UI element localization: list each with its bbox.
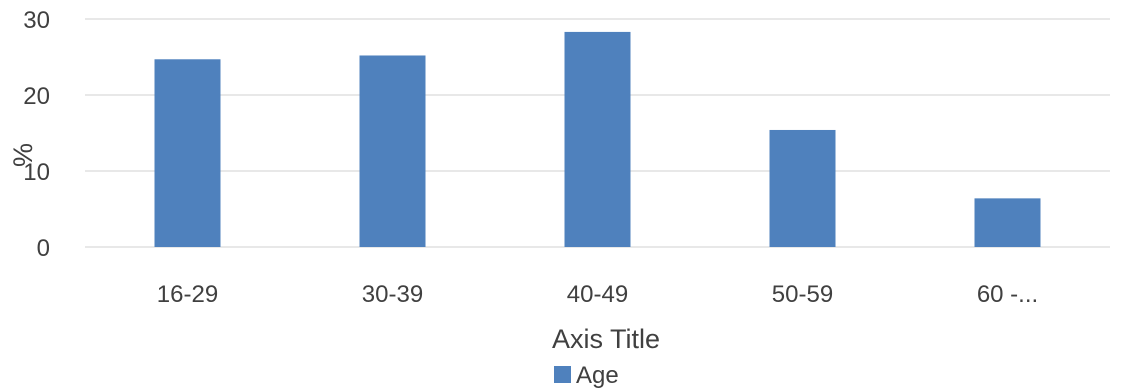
bars [154,31,1041,248]
x-tick-label: 40-49 [567,281,628,308]
x-axis-title: Axis Title [552,324,660,354]
bar-16-29 [154,59,221,247]
y-tick-label: 0 [37,235,50,262]
x-tick-label: 16-29 [157,281,218,308]
y-axis-title: % [8,143,38,167]
y-tick-label: 10 [23,159,50,186]
x-tick-label: 30-39 [362,281,423,308]
legend-label: Age [576,362,619,389]
legend-swatch [554,366,571,383]
x-axis-tick-labels: 16-29 30-39 40-49 50-59 60 -... [157,281,1038,308]
bar-40-49 [564,31,631,248]
legend: Age [554,362,619,389]
bar-60 [974,198,1041,247]
y-tick-label: 30 [23,7,50,34]
bar-30-39 [359,55,426,248]
x-tick-label: 60 -... [977,281,1038,308]
y-axis-tick-labels: 0 10 20 30 [23,7,50,262]
bar-50-59 [769,129,836,247]
x-tick-label: 50-59 [772,281,833,308]
y-tick-label: 20 [23,83,50,110]
